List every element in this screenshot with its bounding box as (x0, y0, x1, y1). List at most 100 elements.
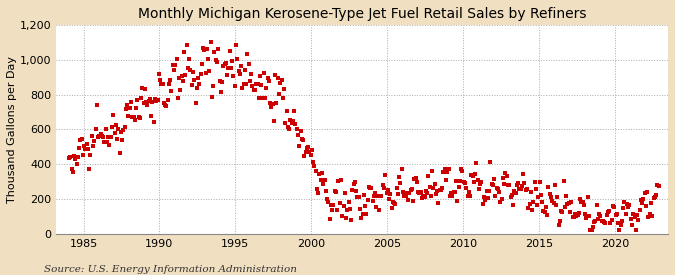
Point (431, 191, 441, 196)
Point (275, 81, 286, 85)
Point (556, 209, 566, 213)
Point (257, 96, 268, 101)
Point (273, 92, 284, 97)
Point (89, 139, 100, 143)
Point (298, 138, 308, 142)
Point (166, 89, 177, 93)
Point (591, 203, 602, 208)
Point (241, 81, 252, 86)
Point (118, 127, 129, 132)
Point (114, 151, 125, 155)
Point (483, 196, 493, 200)
Point (296, 137, 307, 141)
Point (65, 155, 76, 160)
Point (446, 190, 456, 195)
Point (254, 74, 265, 79)
Point (246, 72, 256, 76)
Point (539, 210, 550, 214)
Point (143, 98, 154, 103)
Point (551, 202, 562, 207)
Point (358, 193, 369, 197)
Point (373, 208, 384, 212)
Point (394, 175, 404, 180)
Point (329, 189, 340, 193)
Point (161, 104, 172, 109)
Point (481, 189, 492, 193)
Point (150, 97, 161, 101)
Point (332, 207, 343, 212)
Point (606, 218, 617, 222)
Point (82, 147, 93, 152)
Point (324, 217, 335, 221)
Point (99, 139, 110, 144)
Point (386, 206, 397, 210)
Point (519, 181, 530, 185)
Point (285, 118, 296, 123)
Point (538, 208, 549, 213)
Point (279, 87, 290, 91)
Point (476, 180, 487, 184)
Point (529, 180, 540, 185)
Point (558, 179, 569, 183)
Point (413, 189, 424, 194)
Point (309, 164, 320, 168)
Point (393, 192, 404, 196)
Point (364, 186, 375, 190)
Point (613, 221, 624, 225)
Point (317, 170, 327, 175)
Point (479, 194, 489, 199)
Point (250, 88, 261, 93)
Point (72, 155, 83, 159)
Point (335, 178, 346, 182)
Point (577, 199, 588, 204)
Point (542, 212, 553, 217)
Point (500, 171, 511, 175)
Point (514, 186, 524, 191)
Point (380, 173, 391, 177)
Point (295, 128, 306, 133)
Point (502, 174, 512, 178)
Point (560, 205, 570, 209)
Point (101, 126, 111, 131)
Point (111, 123, 122, 127)
Point (497, 176, 508, 180)
Point (173, 76, 184, 80)
Point (366, 186, 377, 190)
Point (418, 194, 429, 198)
Point (642, 190, 653, 194)
Point (458, 180, 469, 184)
Point (400, 193, 411, 198)
Point (460, 180, 470, 185)
Point (313, 191, 323, 196)
Point (531, 187, 541, 192)
Point (362, 198, 373, 202)
Point (237, 86, 248, 90)
Point (98, 135, 109, 139)
Point (157, 81, 168, 86)
Point (614, 228, 625, 233)
Point (574, 197, 585, 201)
Point (304, 149, 315, 154)
Point (117, 138, 128, 142)
Point (152, 98, 163, 103)
Point (601, 213, 612, 218)
Point (528, 200, 539, 204)
Point (442, 170, 453, 174)
Point (462, 194, 473, 198)
Point (163, 81, 174, 86)
Point (142, 103, 153, 107)
Point (402, 191, 412, 196)
Point (513, 181, 524, 185)
Point (86, 134, 97, 138)
Point (350, 180, 360, 185)
Point (209, 50, 220, 55)
Point (194, 82, 205, 87)
Point (594, 212, 605, 216)
Point (261, 86, 272, 90)
Point (302, 146, 313, 150)
Point (574, 211, 585, 215)
Point (356, 216, 367, 220)
Point (289, 109, 300, 113)
Point (557, 210, 568, 214)
Point (248, 87, 259, 92)
